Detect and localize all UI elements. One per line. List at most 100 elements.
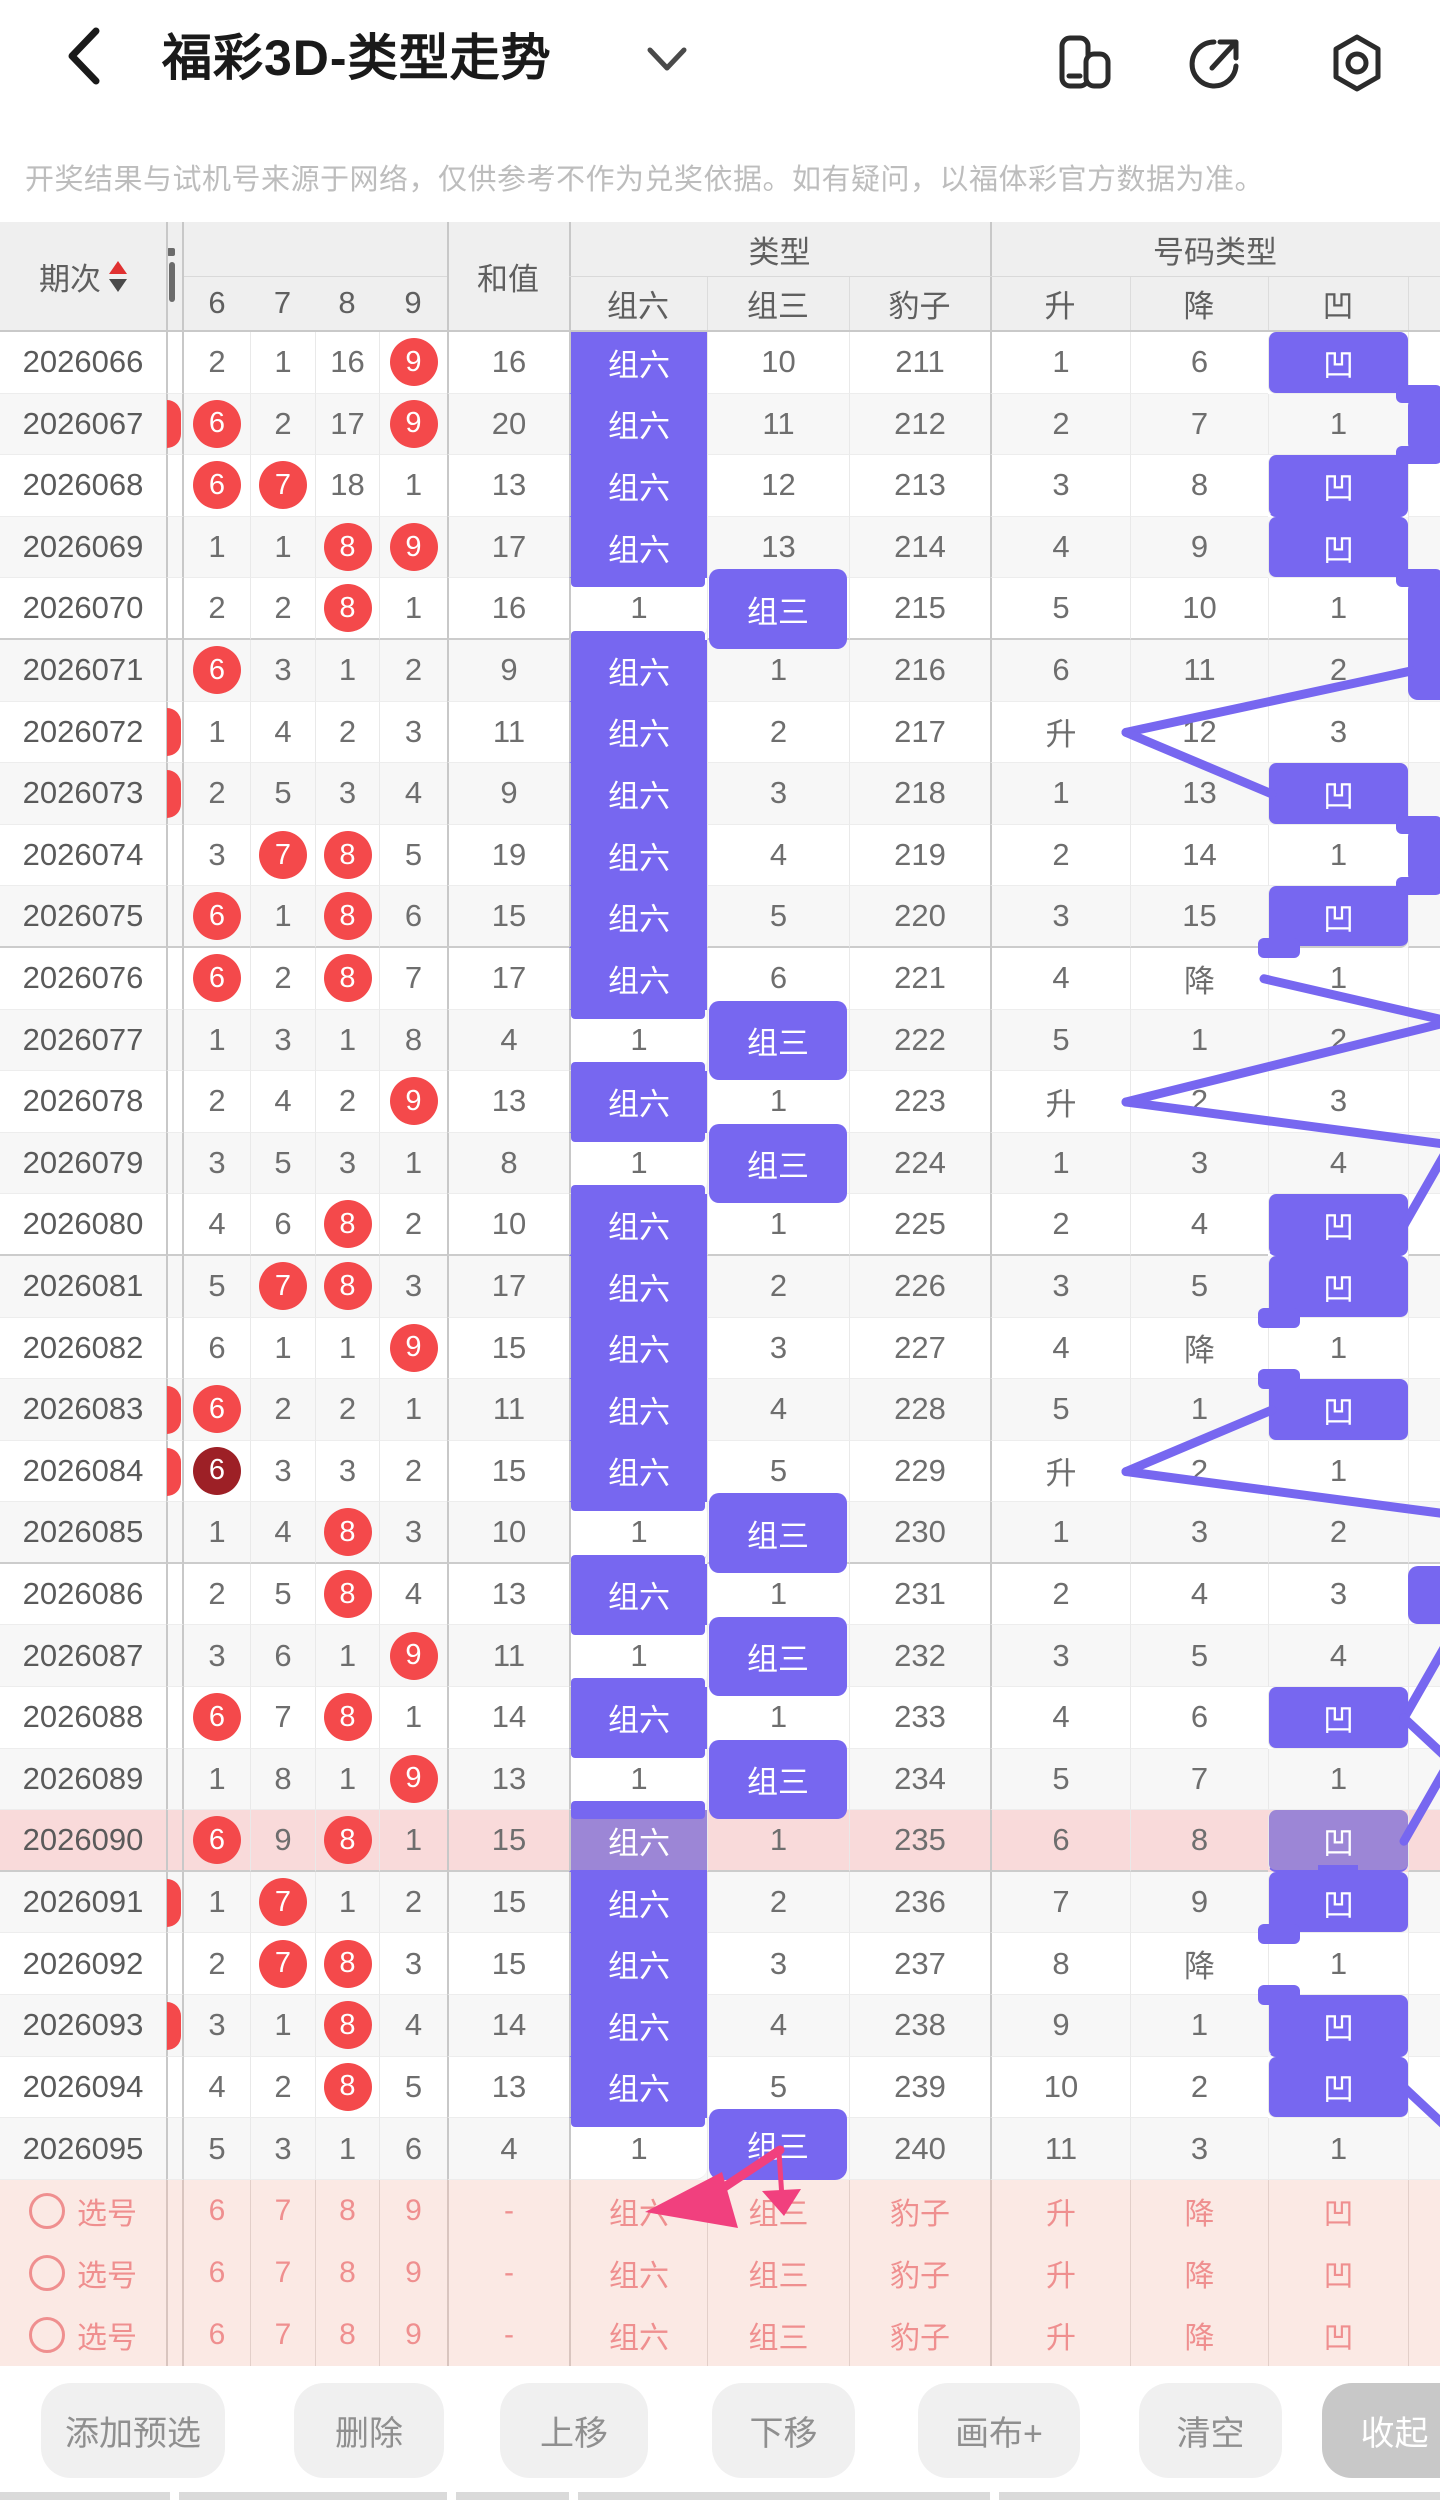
zusan-marked-cell: 组三 [709,1616,847,1697]
type-bridge-bottom [571,1678,705,1697]
cell-issue: 2026069 [0,517,166,579]
cell-sheng: 升 [990,1440,1130,1503]
cell-baozi: 233 [849,1687,990,1749]
radio-circle-icon[interactable] [29,2255,65,2291]
selection-sheng: 升 [990,2180,1130,2242]
toolbar-button[interactable]: 下移 [712,2383,855,2478]
cell-jiang: 3 [1130,1132,1268,1195]
table-row: 2026073 2 5 3 4 9 组六 3 218 1 13 凹 [0,763,1440,825]
cell-baozi: 230 [849,1502,990,1564]
cell-digit-miss: 7 [250,1933,315,1996]
cell-ao: 3 [1268,1563,1408,1626]
cell-sum: 17 [447,516,569,579]
cell-digit-miss: 8 [315,886,379,948]
toolbar-button[interactable]: 清空 [1139,2383,1282,2478]
cell-digit-miss: 9 [379,332,447,394]
share-icon[interactable] [1184,32,1246,94]
column-header-sum: 和值 [477,261,539,297]
chevron-down-icon[interactable] [644,44,690,74]
cell-jiang: 4 [1130,1194,1268,1256]
radio-circle-icon[interactable] [29,2317,65,2353]
cell-zusan: 1 [707,1194,849,1256]
column-header-issue[interactable]: 期次 [0,222,166,330]
selection-mark[interactable]: 选号 [29,2189,137,2233]
hit-circle: 8 [323,1816,372,1865]
cell-digit-miss: 2 [184,578,250,640]
cell-issue: 2026085 [0,1502,166,1564]
cell-digit-miss: 2 [315,1379,379,1441]
selection-digit: 6 [208,2318,226,2351]
frozen-divider [166,1194,184,1256]
hit-circle: 9 [389,1631,438,1680]
cell-digit-miss: 3 [379,1502,447,1564]
clipped-marked-cell [1408,580,1440,700]
ao-ao-bridge [1318,1865,1358,1879]
hit-circle: 6 [193,892,241,941]
collapse-button[interactable]: 收起 [1322,2383,1440,2478]
cell-jiang: 9 [1130,1871,1268,1934]
selection-row[interactable]: 选号 6 7 8 9- 组六 组三 豹子升降凹 [0,2242,1440,2304]
cell-zusan: 3 [707,1933,849,1996]
hit-circle: 6 [193,954,241,1003]
selection-digit: 9 [379,2304,447,2366]
cell-baozi: 226 [849,1255,990,1318]
cell-digit-miss: 1 [315,1625,379,1688]
page-title[interactable]: 福彩3D-类型走势 [162,30,552,86]
cell-digit-miss: 3 [184,1995,250,2057]
cell-digit-miss: 1 [250,332,315,394]
cell-digit-miss: 9 [250,1810,315,1872]
frozen-divider [166,2118,184,2180]
cell-zusan: 12 [707,455,849,517]
cell-digit-miss: 9 [379,1071,447,1133]
cell-digit-miss: 2 [379,1871,447,1934]
cell-digit-miss: 8 [315,947,379,1010]
hit-circle: 6 [193,646,241,695]
selection-mark[interactable]: 选号 [29,2251,137,2295]
frozen-divider [166,1810,184,1872]
selection-mark[interactable]: 选号 [29,2313,137,2357]
selection-row[interactable]: 选号 6 7 8 9- 组六 组三 豹子升降凹 [0,2180,1440,2242]
selection-jiang: 降 [1130,2304,1268,2366]
back-icon[interactable] [62,26,106,86]
column-header-sheng: 升 [1044,288,1076,324]
cell-sum: 13 [447,1748,569,1811]
ao-right-bridge [1396,569,1440,588]
cell-baozi: 234 [849,1748,990,1811]
cell-digit-miss: 2 [379,639,447,702]
toolbar-button[interactable]: 添加预选 [41,2383,225,2478]
cell-digit-miss: 1 [379,1687,447,1749]
cell-sheng: 6 [990,1810,1130,1872]
cell-clipped-column [1408,1071,1440,1133]
table-row: 2026093 3 1 8 4 14 组六 4 238 9 1 凹 [0,1995,1440,2057]
cell-zusan: 4 [707,1379,849,1441]
cell-issue: 2026093 [0,1995,166,2057]
cell-issue: 2026074 [0,825,166,887]
cell-zuliu: 组六 [569,1871,707,1934]
frozen-divider [166,1009,184,1072]
ao-ao-bridge [1318,509,1358,524]
radio-circle-icon[interactable] [29,2193,65,2229]
cell-digit-miss: 1 [315,1748,379,1811]
hit-circle: 8 [323,523,372,572]
cell-digit-miss: 9 [379,1625,447,1688]
cell-clipped-column [1408,1009,1440,1072]
layout-icon[interactable] [1054,32,1116,94]
table-row: 2026090 6 9 8 1 15 组六 1 235 6 8 凹 [0,1810,1440,1872]
cell-zuliu: 组六 [569,763,707,825]
cell-zuliu: 组六 [569,1317,707,1380]
toolbar-button[interactable]: 删除 [294,2383,444,2478]
toolbar-button[interactable]: 画布+ [918,2383,1080,2478]
selection-row[interactable]: 选号 6 7 8 9- 组六 组三 豹子升降凹 [0,2304,1440,2366]
frozen-divider [166,2304,184,2366]
cell-digit-miss: 8 [315,578,379,640]
column-header-digit-9: 9 [404,285,422,320]
cell-clipped-column [1408,1871,1440,1934]
frozen-divider [166,1317,184,1380]
settings-icon[interactable] [1326,32,1388,94]
cell-sheng: 3 [990,1255,1130,1318]
selection-zusan: 组三 [707,2304,849,2366]
toolbar-button[interactable]: 上移 [500,2383,648,2478]
cell-digit-miss: 2 [184,1564,250,1626]
hit-circle: 8 [323,1262,372,1311]
selection-ao: 凹 [1268,2242,1408,2304]
